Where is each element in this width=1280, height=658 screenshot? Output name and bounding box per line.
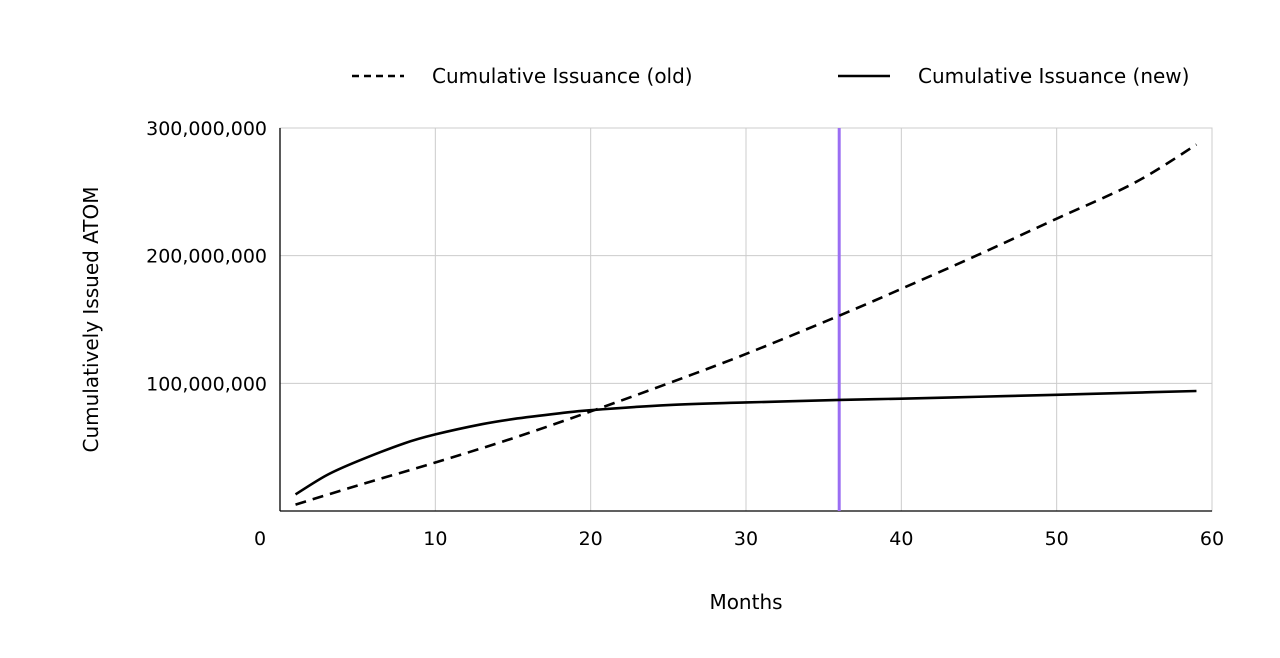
grid bbox=[280, 127, 1212, 511]
x-tick-labels: 0 10 20 30 40 50 60 bbox=[254, 528, 1224, 550]
legend-label: Cumulative Issuance (old) bbox=[432, 64, 693, 88]
y-axis: 100,000,000 200,000,000 300,000,000 bbox=[146, 118, 281, 511]
y-tick-label: 300,000,000 bbox=[146, 118, 267, 140]
y-tick-label: 200,000,000 bbox=[146, 246, 267, 268]
x-tick-label: 40 bbox=[889, 528, 913, 550]
legend: Cumulative Issuance (old) Cumulative Issu… bbox=[352, 64, 1189, 88]
x-tick-label: 50 bbox=[1045, 528, 1069, 550]
x-tick-label: 30 bbox=[734, 528, 758, 550]
series-line-old bbox=[295, 143, 1198, 506]
x-axis-title: Months bbox=[709, 590, 782, 614]
y-axis-title: Cumulatively Issued ATOM bbox=[79, 186, 103, 452]
x-axis: 0 10 20 30 40 50 60 bbox=[254, 510, 1224, 550]
x-tick-label: 20 bbox=[579, 528, 603, 550]
series-line-new bbox=[294, 389, 1197, 496]
x-tick-label: 10 bbox=[423, 528, 447, 550]
x-tick-label: 60 bbox=[1200, 528, 1224, 550]
x-tick-label: 0 bbox=[254, 528, 266, 550]
y-tick-label: 100,000,000 bbox=[146, 373, 267, 395]
legend-label: Cumulative Issuance (new) bbox=[918, 64, 1189, 88]
series-layer bbox=[294, 143, 1198, 506]
y-tick-labels: 100,000,000 200,000,000 300,000,000 bbox=[146, 118, 267, 395]
